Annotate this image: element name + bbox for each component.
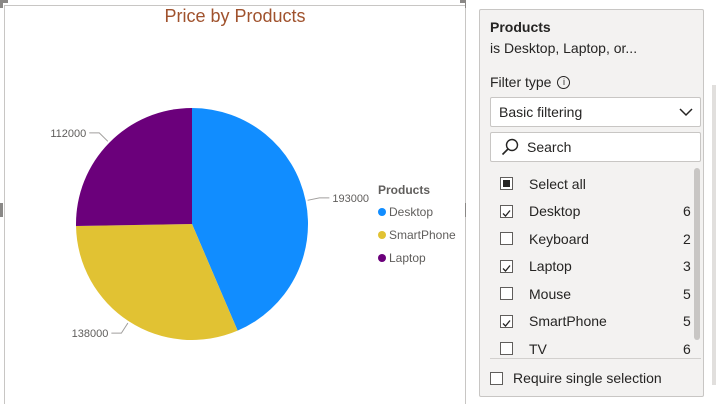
filter-item-keyboard[interactable]: Keyboard 2 <box>480 225 691 252</box>
filter-value-list: Select all Desktop 6 Keyboard 2 Laptop 3 Mouse 5… <box>480 168 703 356</box>
filter-type-label: Filter type i <box>490 74 571 90</box>
legend-label: SmartPhone <box>389 227 456 242</box>
filter-type-value: Basic filtering <box>499 104 583 120</box>
legend-marker <box>378 207 386 216</box>
filter-type-dropdown[interactable]: Basic filtering <box>490 97 701 127</box>
pie-slice-smartphone[interactable] <box>76 224 238 341</box>
pie-slice-laptop[interactable] <box>75 108 192 227</box>
divider <box>490 358 701 359</box>
filter-type-label-text: Filter type <box>490 74 552 90</box>
data-label-laptop: 112000 <box>50 128 86 140</box>
data-label-smartphone: 138000 <box>72 328 109 340</box>
data-label-leader-laptop <box>89 132 109 142</box>
require-single-label: Require single selection <box>513 370 662 386</box>
filter-item-label: TV <box>529 340 547 357</box>
filter-card[interactable]: Products is Desktop, Laptop, or... Filte… <box>479 9 704 397</box>
checkbox[interactable] <box>500 204 513 218</box>
filter-item-label: Mouse <box>529 285 572 302</box>
filter-item-count: 2 <box>683 230 691 247</box>
legend-item-desktop[interactable]: Desktop <box>378 200 456 223</box>
filter-item-label: Keyboard <box>529 230 589 247</box>
checkbox[interactable] <box>500 342 513 355</box>
indeterminate-icon <box>503 180 510 187</box>
pane-scrollbar[interactable] <box>712 85 716 385</box>
resize-handle-top-left[interactable] <box>0 0 8 3</box>
filter-card-title[interactable]: Products <box>490 19 551 35</box>
filter-item-mouse[interactable]: Mouse 5 <box>480 280 691 307</box>
legend-item-laptop[interactable]: Laptop <box>378 246 456 269</box>
filter-pane: Products is Desktop, Laptop, or... Filte… <box>466 0 716 403</box>
checkmark-icon <box>502 319 511 327</box>
checkbox[interactable] <box>500 287 513 300</box>
checkbox[interactable] <box>500 232 513 245</box>
filter-item-count: 5 <box>683 313 691 329</box>
checkmark-icon <box>502 209 511 217</box>
checkmark-icon <box>502 264 511 272</box>
pie-slice-desktop[interactable] <box>192 108 309 331</box>
checkbox[interactable] <box>500 177 513 190</box>
checkbox[interactable] <box>500 259 513 273</box>
resize-handle-left-mid[interactable] <box>0 203 3 217</box>
legend-item-smartphone[interactable]: SmartPhone <box>378 223 456 246</box>
filter-item-count: 6 <box>683 203 691 219</box>
data-label-desktop: 193000 <box>332 193 369 205</box>
legend-items: Desktop SmartPhone Laptop <box>378 200 456 269</box>
require-single-selection-toggle[interactable]: Require single selection <box>490 370 662 386</box>
legend-marker <box>378 253 386 262</box>
filter-item-count: 3 <box>683 258 691 274</box>
filter-item-laptop[interactable]: Laptop 3 <box>480 253 691 280</box>
filter-item-desktop[interactable]: Desktop 6 <box>480 198 691 225</box>
filter-item-select-all[interactable]: Select all <box>480 170 690 197</box>
legend-marker <box>378 230 386 239</box>
filter-item-count: 6 <box>683 340 691 357</box>
legend-label: Laptop <box>389 250 426 265</box>
search-icon <box>501 138 519 156</box>
pie-chart-svg: 193000 138000 112000 <box>50 108 369 341</box>
pie-chart-visual[interactable]: Price by Products 193000 138000 112000 Pro… <box>0 0 468 404</box>
search-input[interactable]: Search <box>490 132 701 162</box>
chart-title: Price by Products <box>164 6 306 26</box>
filter-item-label: Desktop <box>529 203 581 219</box>
resize-handle-top-left-v[interactable] <box>0 0 3 8</box>
filter-item-tv[interactable]: TV 6 <box>480 335 691 357</box>
resize-handle-top-right[interactable] <box>460 0 468 3</box>
checkbox[interactable] <box>500 314 513 328</box>
list-scrollbar[interactable] <box>694 168 700 340</box>
filter-item-count: 5 <box>683 285 691 302</box>
data-label-leader-desktop <box>307 197 330 201</box>
filter-item-label: Laptop <box>529 258 572 274</box>
filter-item-label: SmartPhone <box>529 313 607 329</box>
legend-label: Desktop <box>389 204 434 219</box>
info-icon[interactable]: i <box>557 75 571 89</box>
filter-item-smartphone[interactable]: SmartPhone 5 <box>480 308 691 335</box>
chart-legend: Products Desktop SmartPhone Laptop <box>378 183 456 269</box>
search-placeholder: Search <box>527 139 572 155</box>
data-label-leader-smartphone <box>111 322 129 334</box>
require-single-checkbox[interactable] <box>490 371 503 385</box>
filter-item-label: Select all <box>529 175 586 192</box>
chevron-down-icon <box>679 108 693 117</box>
legend-title: Products <box>378 183 431 197</box>
filter-card-subtitle: is Desktop, Laptop, or... <box>490 40 638 56</box>
